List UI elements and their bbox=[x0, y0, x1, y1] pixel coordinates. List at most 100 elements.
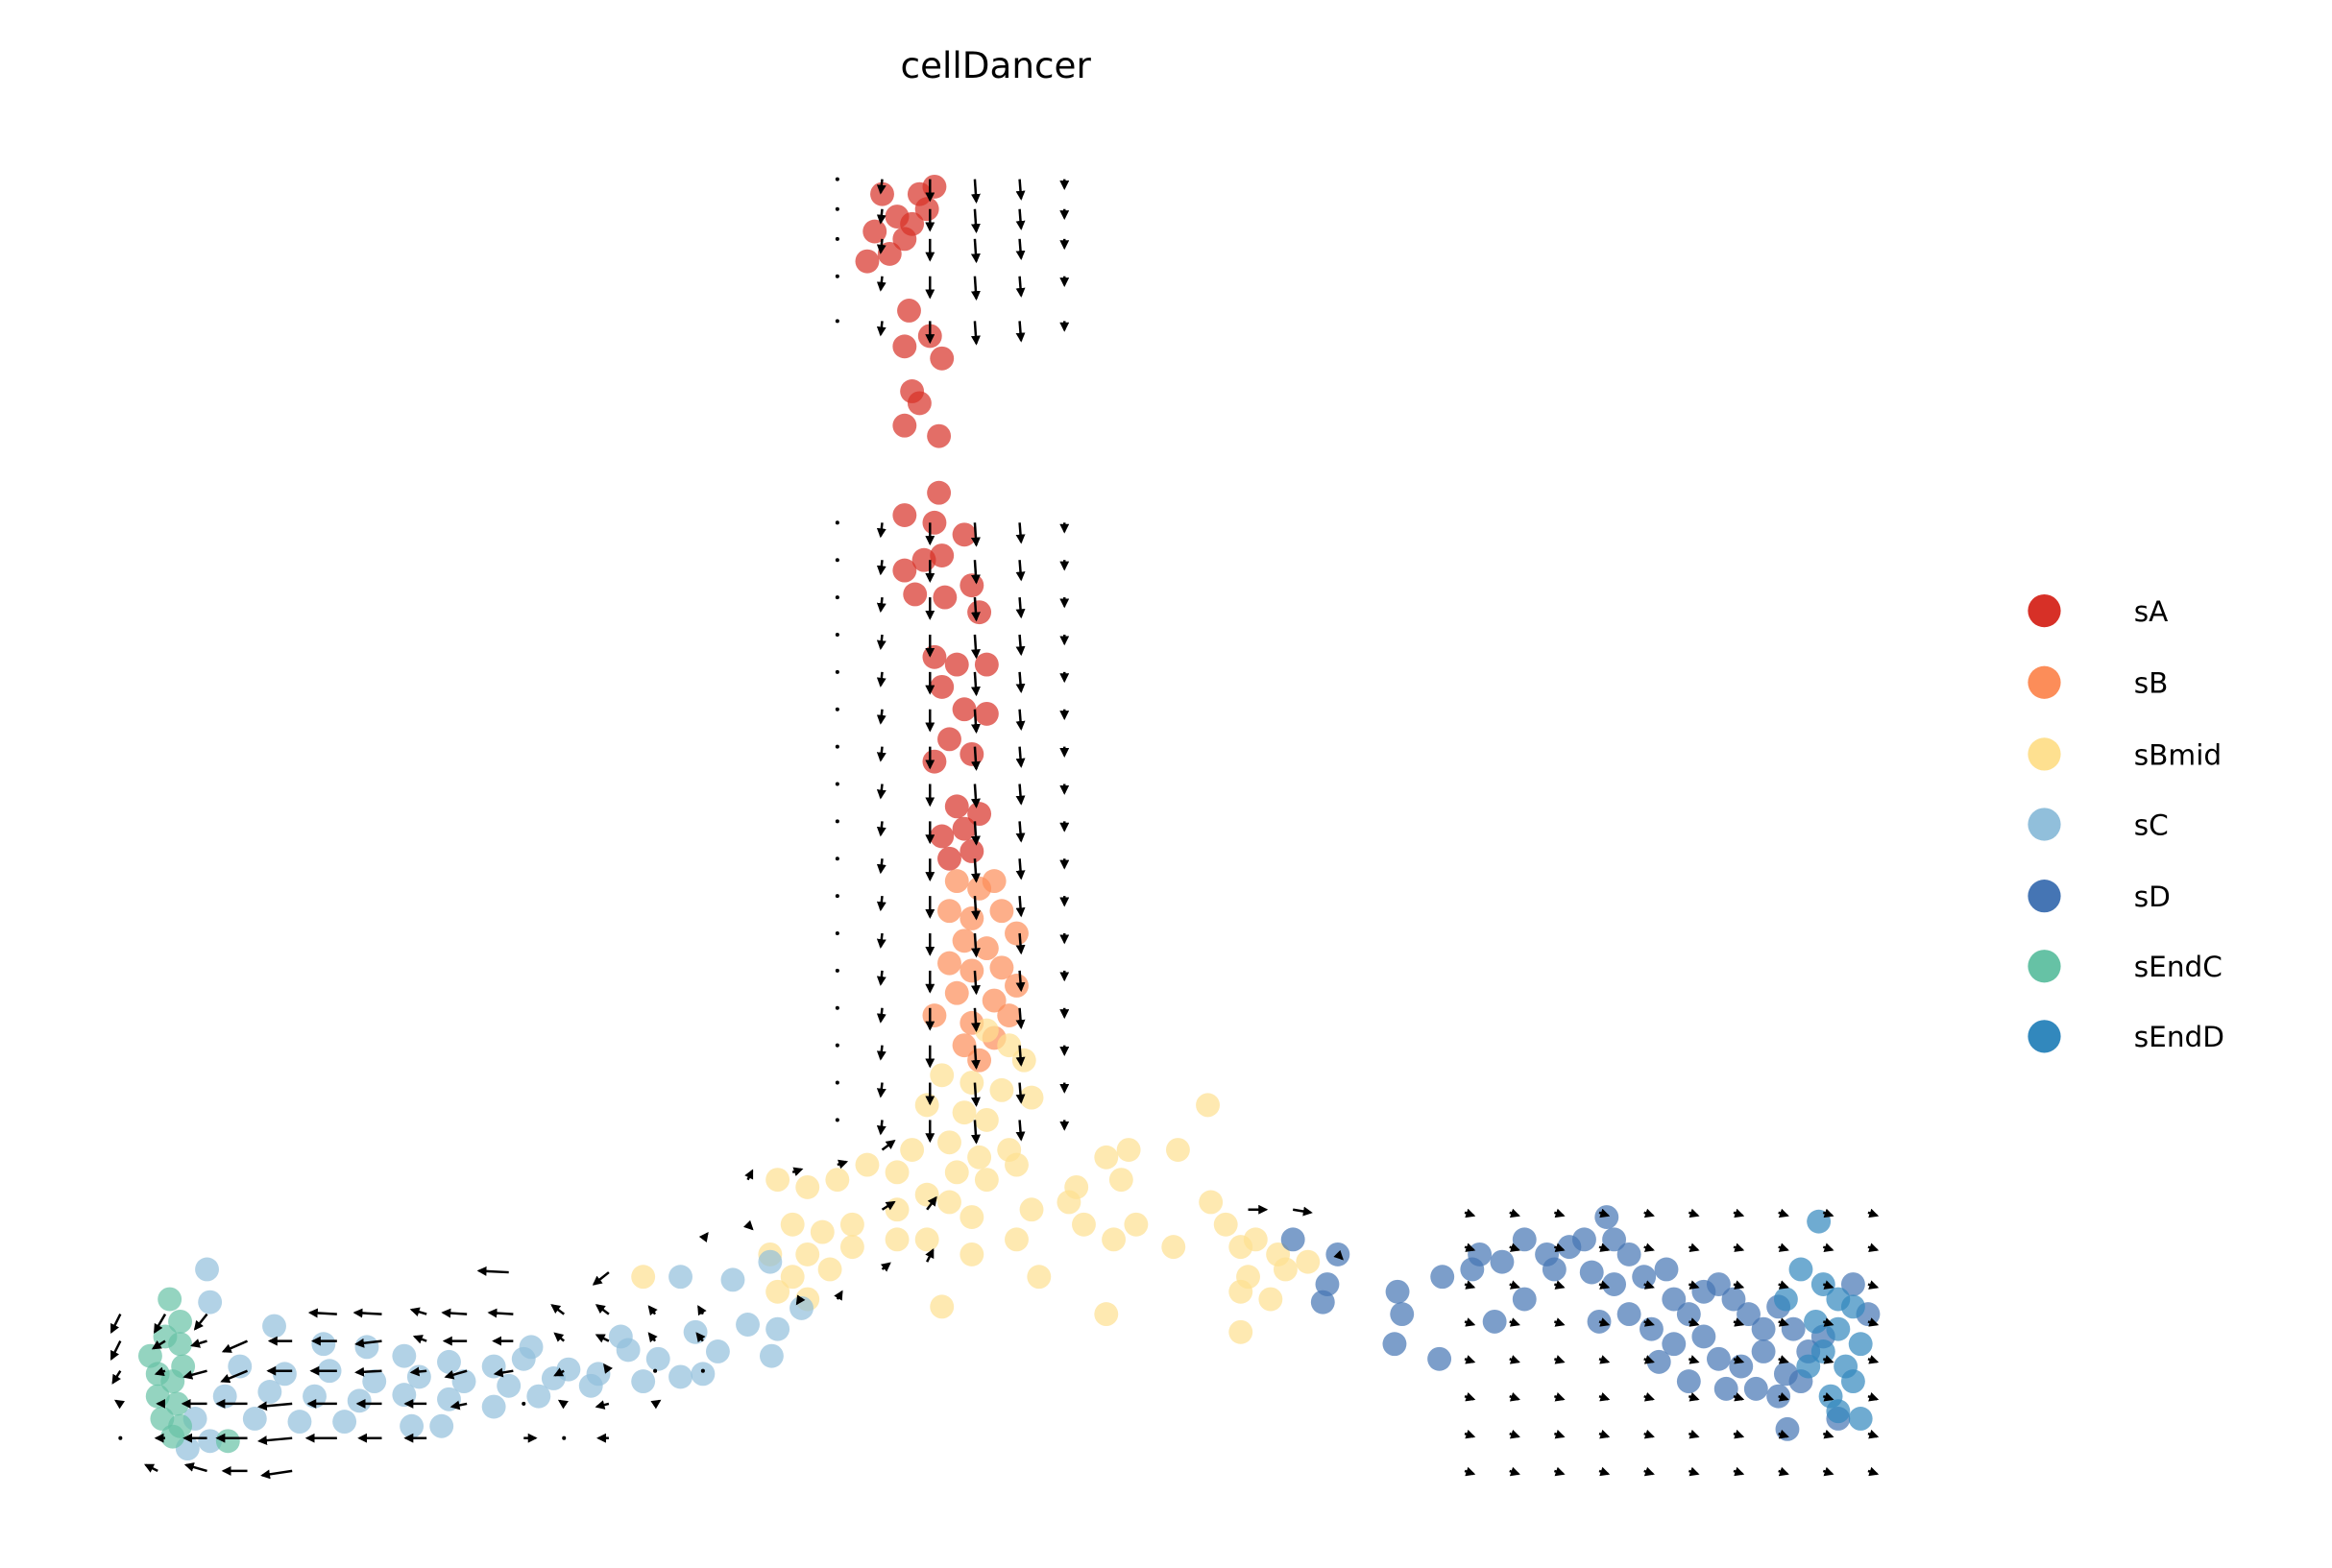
velocity-arrow bbox=[256, 1435, 293, 1446]
point-sBmid bbox=[1199, 1190, 1224, 1215]
velocity-arrow bbox=[647, 1332, 658, 1343]
velocity-arrow bbox=[444, 1369, 468, 1380]
legend-marker bbox=[2028, 593, 2061, 628]
point-sB bbox=[937, 899, 961, 924]
point-sEndC bbox=[150, 1407, 175, 1431]
point-sB bbox=[952, 1033, 977, 1058]
chart-title: cellDancer bbox=[901, 44, 1092, 86]
velocity-arrow bbox=[876, 896, 887, 912]
point-sBmid bbox=[960, 1071, 984, 1095]
velocity-arrow bbox=[835, 558, 839, 563]
velocity-arrow bbox=[1598, 1466, 1611, 1477]
velocity-arrow bbox=[220, 1369, 249, 1384]
velocity-arrow bbox=[1509, 1466, 1520, 1477]
velocity-arrow bbox=[1333, 1249, 1344, 1261]
velocity-arrow bbox=[550, 1304, 565, 1315]
point-sA bbox=[855, 249, 880, 274]
velocity-arrow bbox=[1015, 821, 1026, 843]
point-sC bbox=[691, 1362, 716, 1387]
velocity-arrow bbox=[876, 1120, 887, 1136]
velocity-arrow bbox=[557, 1399, 569, 1410]
velocity-arrow bbox=[1778, 1242, 1789, 1252]
point-sD bbox=[1662, 1332, 1687, 1357]
point-sD bbox=[1840, 1272, 1865, 1296]
point-sBmid bbox=[1094, 1145, 1119, 1170]
velocity-arrow bbox=[791, 1167, 804, 1176]
point-sC bbox=[705, 1339, 730, 1363]
velocity-arrow bbox=[835, 236, 839, 241]
velocity-arrow bbox=[970, 560, 981, 585]
point-sB bbox=[944, 980, 969, 1005]
velocity-arrow bbox=[354, 1338, 382, 1348]
velocity-arrow bbox=[1688, 1280, 1700, 1290]
velocity-arrow bbox=[1509, 1317, 1520, 1327]
point-sA bbox=[922, 174, 947, 199]
velocity-arrow bbox=[835, 1005, 839, 1010]
velocity-arrow bbox=[1822, 1355, 1834, 1364]
velocity-arrow bbox=[1778, 1392, 1789, 1402]
point-sA bbox=[922, 644, 947, 669]
velocity-arrow bbox=[970, 321, 981, 346]
legend-marker bbox=[2028, 1020, 2061, 1053]
point-sEndC bbox=[168, 1332, 192, 1357]
point-sA bbox=[897, 299, 921, 323]
legend-marker bbox=[2028, 665, 2061, 699]
velocity-arrow bbox=[876, 858, 887, 875]
point-sBmid bbox=[930, 1063, 955, 1088]
point-sA bbox=[922, 510, 947, 535]
point-sA bbox=[960, 839, 984, 863]
scatter-points bbox=[137, 174, 1881, 1461]
point-sD bbox=[1751, 1316, 1776, 1341]
point-sBmid bbox=[1019, 1197, 1044, 1222]
velocity-arrow bbox=[1553, 1208, 1566, 1218]
velocity-arrow bbox=[697, 1305, 707, 1316]
point-sEndC bbox=[164, 1391, 189, 1416]
velocity-arrow bbox=[441, 1308, 468, 1318]
velocity-arrow bbox=[1822, 1280, 1834, 1290]
velocity-arrow bbox=[553, 1367, 565, 1377]
velocity-arrow bbox=[835, 632, 839, 637]
point-sEndC bbox=[215, 1429, 240, 1454]
velocity-arrow bbox=[1822, 1392, 1834, 1402]
point-sBmid bbox=[810, 1219, 835, 1244]
point-sEndD bbox=[1840, 1294, 1865, 1319]
velocity-arrow bbox=[352, 1308, 382, 1318]
point-sC bbox=[195, 1257, 219, 1282]
point-sBmid bbox=[855, 1152, 880, 1177]
velocity-arrow bbox=[1015, 1007, 1026, 1029]
velocity-arrow bbox=[1464, 1466, 1476, 1477]
point-sC bbox=[789, 1295, 814, 1320]
velocity-arrow bbox=[876, 671, 887, 688]
velocity-arrow bbox=[876, 560, 887, 576]
point-sBmid bbox=[1108, 1168, 1133, 1193]
velocity-arrow bbox=[1015, 970, 1026, 993]
velocity-arrow bbox=[1015, 932, 1026, 955]
point-sC bbox=[578, 1373, 603, 1398]
velocity-arrow bbox=[354, 1366, 382, 1377]
velocity-arrow bbox=[700, 1368, 705, 1373]
velocity-arrow bbox=[876, 709, 887, 725]
velocity-arrow bbox=[1553, 1429, 1566, 1439]
legend-marker bbox=[2028, 880, 2061, 913]
point-sC bbox=[608, 1324, 633, 1349]
velocity-arrow bbox=[1643, 1317, 1655, 1327]
point-sC bbox=[362, 1369, 387, 1394]
point-sBmid bbox=[780, 1265, 805, 1290]
velocity-arrow bbox=[562, 1435, 567, 1440]
point-sC bbox=[668, 1364, 692, 1389]
velocity-arrow bbox=[111, 1370, 122, 1385]
point-sBmid bbox=[930, 1294, 955, 1319]
point-sBmid bbox=[989, 1077, 1014, 1102]
point-sB bbox=[960, 906, 984, 930]
velocity-arrow bbox=[876, 276, 887, 292]
point-sD bbox=[1729, 1354, 1754, 1379]
point-sA bbox=[933, 585, 958, 610]
point-sBmid bbox=[795, 1242, 820, 1266]
point-sBmid bbox=[1228, 1279, 1253, 1304]
point-sBmid bbox=[839, 1235, 864, 1260]
velocity-arrow bbox=[595, 1304, 610, 1315]
point-sEndC bbox=[160, 1424, 185, 1449]
point-sC bbox=[198, 1290, 223, 1315]
point-sD bbox=[1662, 1287, 1687, 1312]
velocity-arrow bbox=[835, 707, 839, 712]
